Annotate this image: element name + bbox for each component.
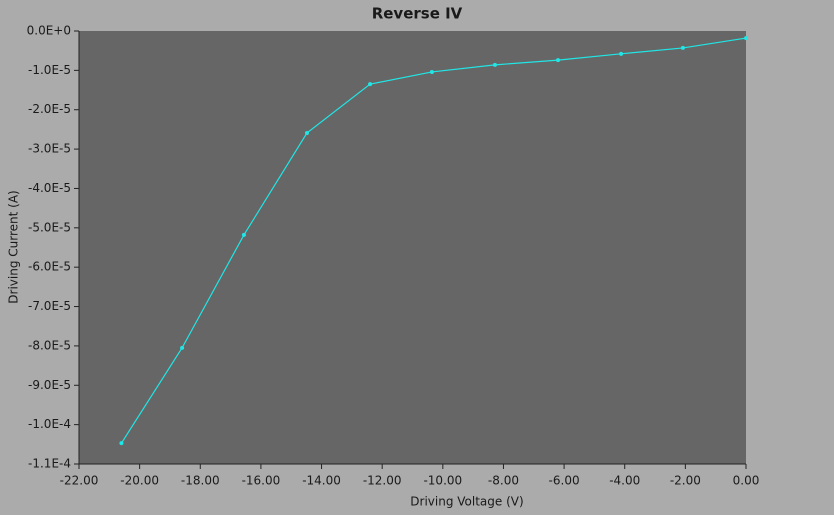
plot-area: [79, 31, 746, 464]
x-tick-label: -10.00: [423, 474, 462, 488]
point-marker: [241, 232, 246, 237]
point-marker: [556, 58, 561, 63]
point-marker: [429, 69, 434, 74]
x-tick-label: -20.00: [120, 474, 159, 488]
y-tick-label: -1.0E-4: [28, 417, 71, 431]
y-tick-label: -7.0E-5: [28, 299, 71, 313]
x-axis-label: Driving Voltage (V): [410, 495, 523, 509]
x-tick-label: -16.00: [242, 474, 281, 488]
y-tick-label: -1.1E-4: [28, 457, 71, 471]
x-tick-label: -12.00: [363, 474, 402, 488]
x-tick-label: -18.00: [181, 474, 220, 488]
y-tick-label: -9.0E-5: [28, 378, 71, 392]
point-marker: [119, 441, 124, 446]
x-tick-label: 0.00: [733, 474, 760, 488]
point-marker: [744, 36, 748, 41]
point-marker: [492, 62, 497, 67]
point-marker: [180, 345, 185, 350]
point-marker: [368, 82, 373, 87]
y-tick-label: -6.0E-5: [28, 260, 71, 274]
y-tick-label: -5.0E-5: [28, 220, 71, 234]
y-axis-label: Driving Current (A): [7, 190, 21, 303]
point-marker: [304, 130, 309, 135]
x-tick-label: -2.00: [670, 474, 701, 488]
x-tick-label: -8.00: [488, 474, 519, 488]
point-marker: [619, 51, 624, 56]
x-tick-label: -4.00: [609, 474, 640, 488]
y-tick-label: -4.0E-5: [28, 181, 71, 195]
chart-title: Reverse IV: [372, 5, 463, 23]
y-tick-label: -2.0E-5: [28, 102, 71, 116]
x-tick-label: -22.00: [60, 474, 99, 488]
y-tick-label: -1.0E-5: [28, 63, 71, 77]
x-tick-label: -14.00: [302, 474, 341, 488]
y-tick-label: -3.0E-5: [28, 142, 71, 156]
x-tick-label: -6.00: [549, 474, 580, 488]
y-tick-label: -8.0E-5: [28, 338, 71, 352]
point-marker: [680, 45, 685, 50]
y-tick-label: 0.0E+0: [27, 24, 71, 38]
